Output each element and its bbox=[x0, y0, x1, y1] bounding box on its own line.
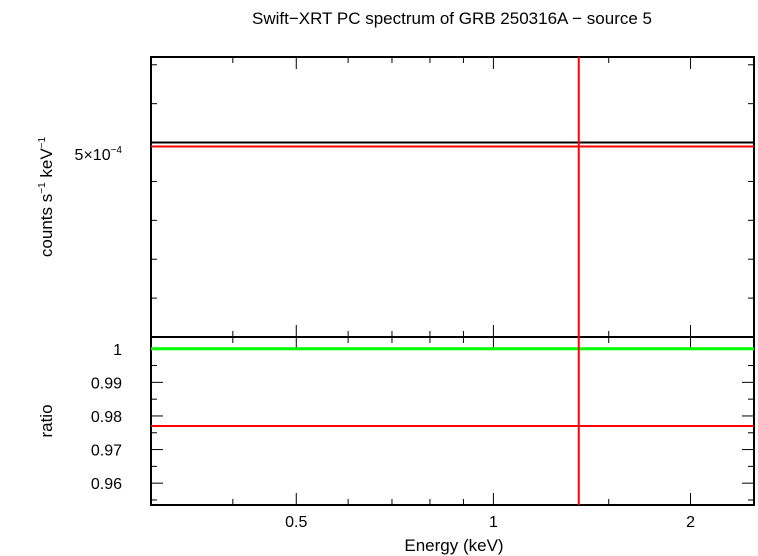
spectrum-ytick-label: 5×10−4 bbox=[75, 145, 123, 164]
ylabel-sup2: −1 bbox=[37, 136, 48, 148]
tick-marks bbox=[150, 57, 755, 505]
ratio-ytick-label: 0.99 bbox=[91, 375, 122, 392]
x-tick-label: 0.5 bbox=[285, 514, 307, 531]
ylabel-main: counts s bbox=[37, 194, 56, 257]
x-tick-label: 1 bbox=[489, 514, 498, 531]
ytick-exponent: −4 bbox=[111, 145, 123, 156]
chart-title: Swift−XRT PC spectrum of GRB 250316A − s… bbox=[252, 9, 652, 28]
ylabel-sup1: −1 bbox=[37, 182, 48, 194]
ratio-ytick-label: 0.97 bbox=[91, 443, 122, 460]
ratio-ytick-label: 0.96 bbox=[91, 476, 122, 493]
ylabel-mid: keV bbox=[37, 148, 56, 183]
ratio-panel-frame bbox=[150, 336, 755, 506]
spectrum-ylabel: counts s−1 keV−1 bbox=[37, 136, 56, 257]
ratio-ylabel: ratio bbox=[37, 404, 56, 437]
x-axis-label: Energy (keV) bbox=[404, 536, 503, 555]
x-tick-label: 2 bbox=[686, 514, 695, 531]
spectrum-panel-frame bbox=[150, 56, 755, 338]
ytick-mantissa: 5×10 bbox=[75, 147, 111, 164]
ratio-ytick-label: 0.98 bbox=[91, 409, 122, 426]
ratio-ytick-label: 1 bbox=[113, 342, 122, 359]
data-marks bbox=[151, 57, 754, 505]
